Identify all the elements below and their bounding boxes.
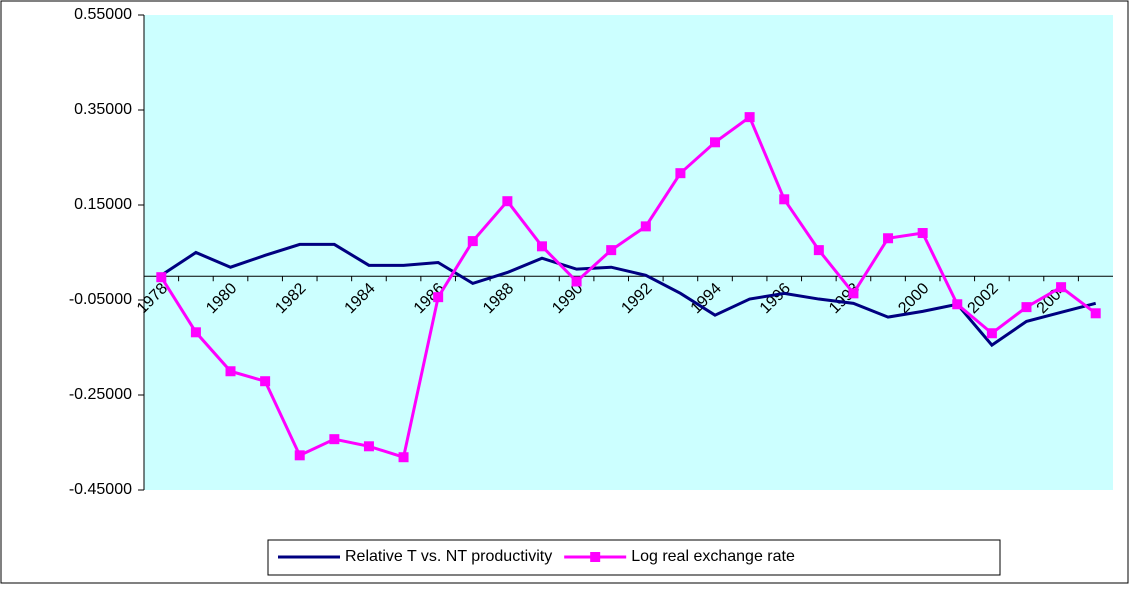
- data-point: [467, 236, 478, 247]
- data-point: [986, 328, 997, 339]
- data-point: [744, 112, 755, 123]
- data-point: [433, 292, 444, 303]
- y-tick-label: 0.15000: [74, 196, 132, 213]
- data-point: [917, 228, 928, 239]
- data-point: [260, 376, 271, 387]
- data-point: [1090, 308, 1101, 319]
- data-point: [606, 245, 617, 256]
- series-line: [160, 242, 1097, 348]
- data-point: [502, 196, 513, 207]
- legend-label: Log real exchange rate: [631, 548, 795, 565]
- legend-box: [267, 539, 1001, 576]
- data-point: [329, 434, 340, 445]
- data-point: [571, 276, 582, 287]
- data-point: [952, 299, 963, 310]
- data-point: [640, 221, 651, 232]
- y-tick-label: 0.55000: [74, 6, 132, 23]
- data-point: [813, 245, 824, 256]
- data-point: [675, 168, 686, 179]
- data-point: [848, 288, 859, 299]
- data-point: [1056, 282, 1067, 293]
- data-point: [225, 366, 236, 377]
- data-point: [710, 137, 721, 148]
- series-line: [160, 114, 1097, 460]
- plot-area: [144, 15, 1113, 490]
- y-tick-label: 0.35000: [74, 101, 132, 118]
- data-point: [398, 452, 409, 463]
- y-tick-label: -0.25000: [69, 386, 132, 403]
- data-point: [536, 241, 547, 252]
- data-point: [156, 272, 167, 283]
- legend-label: Relative T vs. NT productivity: [345, 548, 552, 565]
- data-point: [363, 441, 374, 452]
- data-point: [883, 233, 894, 244]
- data-point: [294, 450, 305, 461]
- y-tick-label: -0.05000: [69, 291, 132, 308]
- legend-marker: [590, 552, 601, 562]
- y-tick-label: -0.45000: [69, 481, 132, 498]
- data-point: [779, 194, 790, 205]
- data-point: [190, 327, 201, 338]
- data-point: [1021, 302, 1032, 313]
